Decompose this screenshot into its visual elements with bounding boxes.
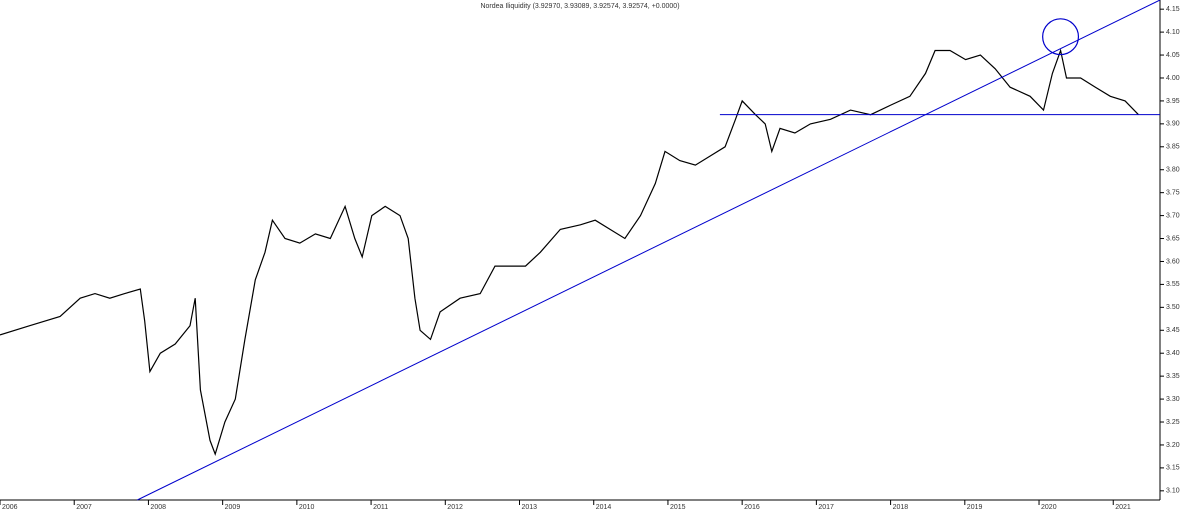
y-tick-label: 3.45 [1166, 327, 1180, 334]
y-tick-label: 3.50 [1166, 304, 1180, 311]
x-tick-label: 2010 [299, 504, 315, 511]
y-tick-label: 3.60 [1166, 258, 1180, 265]
x-tick-label: 2009 [225, 504, 241, 511]
y-tick-label: 3.35 [1166, 373, 1180, 380]
y-tick-label: 3.15 [1166, 465, 1180, 472]
y-tick-label: 3.10 [1166, 488, 1180, 495]
x-tick-label: 2015 [670, 504, 686, 511]
x-tick-label: 2021 [1115, 504, 1131, 511]
trend-line [137, 0, 1161, 501]
x-tick-label: 2020 [1041, 504, 1057, 511]
y-tick-label: 3.65 [1166, 235, 1180, 242]
y-tick-label: 4.05 [1166, 52, 1180, 59]
y-tick-label: 3.80 [1166, 167, 1180, 174]
y-tick-label: 3.30 [1166, 396, 1180, 403]
x-tick-label: 2007 [76, 504, 92, 511]
y-tick-label: 3.75 [1166, 190, 1180, 197]
y-tick-label: 3.20 [1166, 442, 1180, 449]
x-tick-label: 2008 [150, 504, 166, 511]
x-tick-label: 2017 [818, 504, 834, 511]
y-tick-label: 3.25 [1166, 419, 1180, 426]
y-tick-label: 4.10 [1166, 29, 1180, 36]
x-tick-label: 2012 [447, 504, 463, 511]
x-tick-label: 2011 [373, 504, 388, 511]
y-tick-label: 3.90 [1166, 121, 1180, 128]
chart-title: Nordea Iliquidity (3.92970, 3.93089, 3.9… [480, 3, 679, 10]
y-tick-label: 4.15 [1166, 6, 1180, 13]
y-tick-label: 3.55 [1166, 281, 1180, 288]
x-tick-label: 2019 [967, 504, 983, 511]
y-tick-label: 3.85 [1166, 144, 1180, 151]
x-tick-label: 2018 [893, 504, 909, 511]
y-tick-label: 4.00 [1166, 75, 1180, 82]
x-tick-label: 2013 [522, 504, 538, 511]
y-tick-label: 3.40 [1166, 350, 1180, 357]
highlight-circle [1042, 18, 1080, 56]
x-tick-label: 2016 [744, 504, 760, 511]
x-tick-label: 2014 [596, 504, 612, 511]
price-line [0, 48, 1139, 456]
x-tick-label: 2006 [2, 504, 18, 511]
y-tick-label: 3.70 [1166, 212, 1180, 219]
y-tick-label: 3.95 [1166, 98, 1180, 105]
